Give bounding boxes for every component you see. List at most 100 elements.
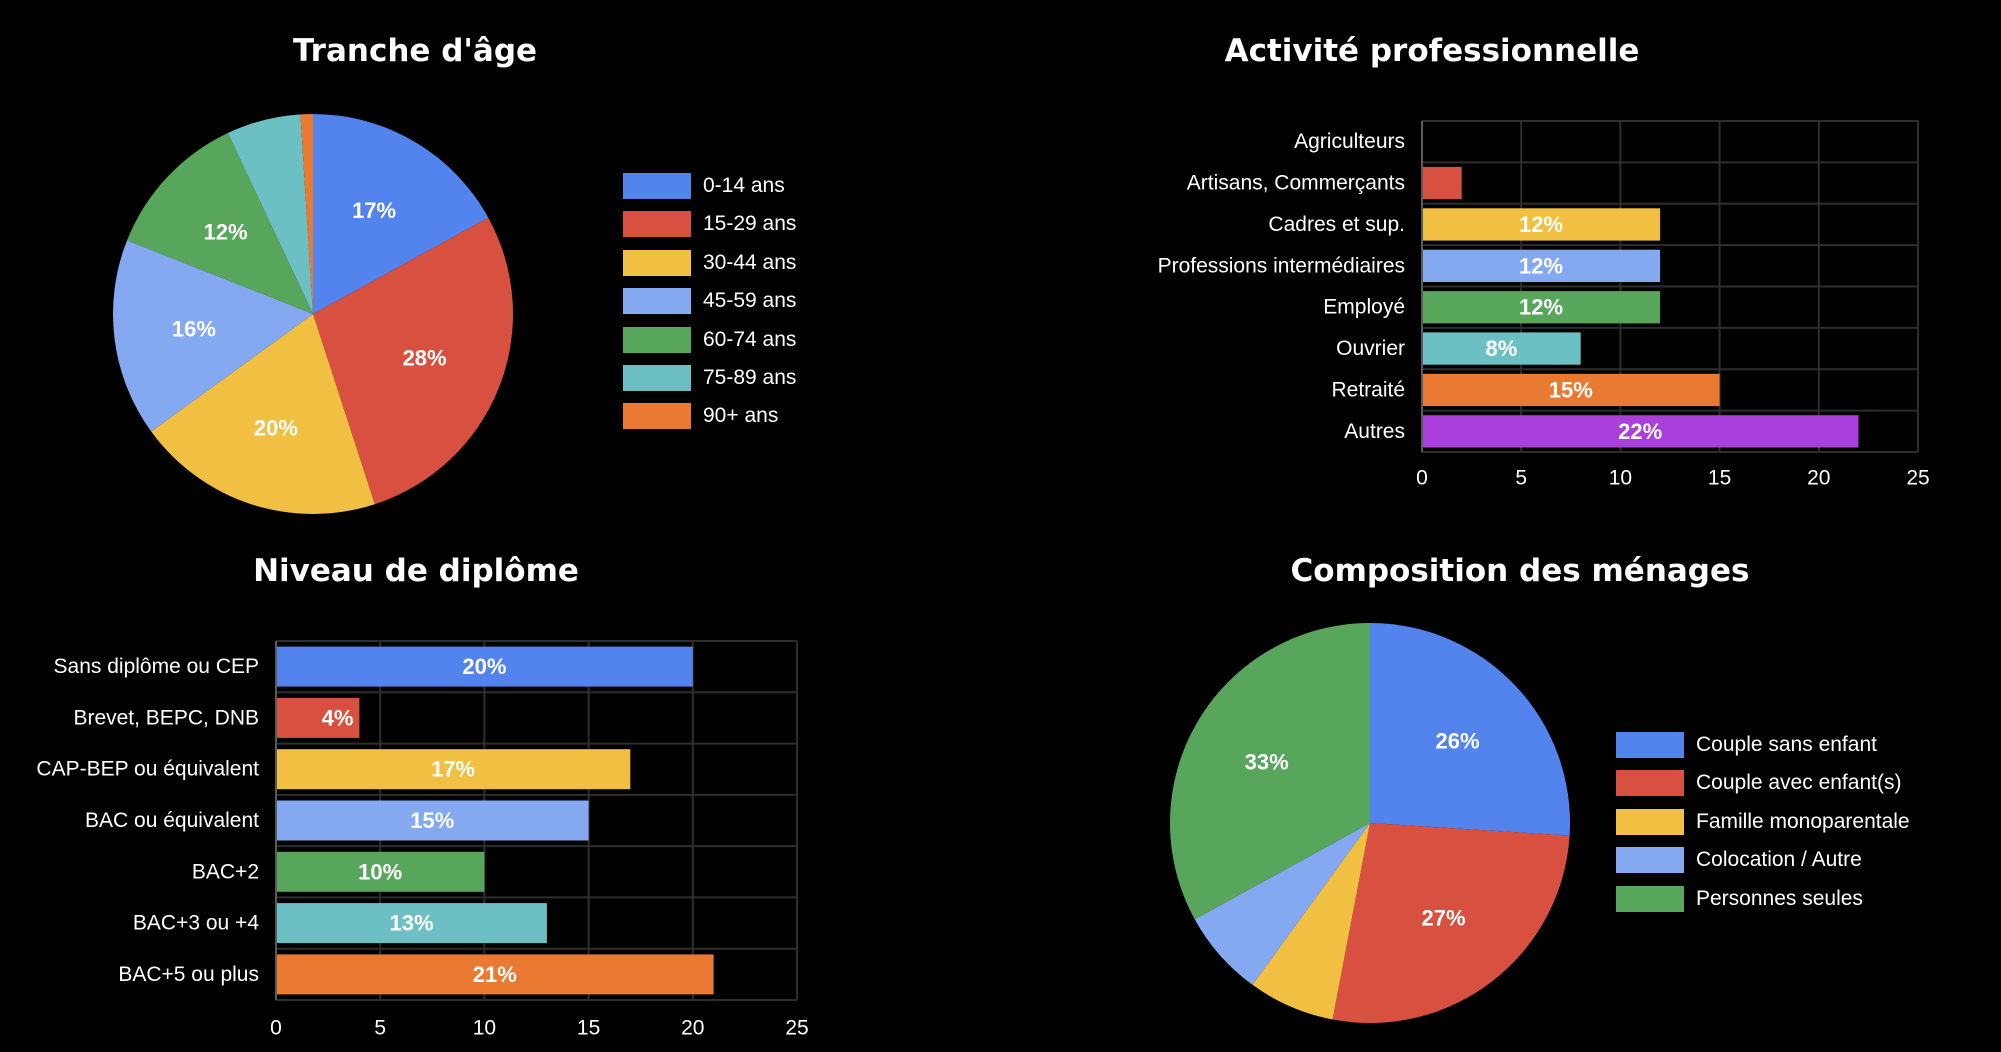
bar [277, 851, 485, 892]
legend-item: Famille monoparentale [1616, 808, 1910, 835]
data-label: 8% [1486, 336, 1518, 361]
legend-label: 15-29 ans [703, 212, 797, 236]
activity-chart-panel: Activité professionnelle Agriculteurs Art… [1000, 0, 2001, 530]
category-label: Sans diplôme ou CEP [54, 655, 259, 678]
bar [1423, 249, 1661, 282]
category-label: BAC ou équivalent [85, 809, 259, 832]
legend-label: 45-59 ans [703, 289, 797, 313]
legend-swatch [1616, 885, 1684, 912]
bar [1423, 415, 1859, 448]
category-label: Artisans, Commerçants [1187, 172, 1405, 195]
category-label: Professions intermédiaires [1158, 254, 1405, 277]
data-label: 15% [1549, 377, 1593, 402]
category-label: CAP-BEP ou équivalent [36, 758, 259, 781]
chart-title: Composition des ménages [1290, 553, 1750, 589]
bar [1423, 332, 1581, 365]
bar [277, 800, 589, 841]
diploma-chart-panel: Niveau de diplôme Sans diplôme ou CEP 20%… [0, 520, 860, 1052]
legend-swatch [623, 365, 691, 391]
category-label: Retraité [1331, 378, 1405, 401]
legend-swatch [623, 249, 691, 276]
bar [1423, 166, 1462, 200]
chart-title: Tranche d'âge [292, 33, 538, 69]
tick-label: 5 [1515, 466, 1527, 489]
category-label: Agriculteurs [1294, 130, 1405, 153]
legend-label: Couple avec enfant(s) [1696, 771, 1902, 795]
data-label: 15% [410, 808, 454, 833]
age-chart-panel: Tranche d'âge 17% 28% 20% 16% 12% 0-14 ans 15… [0, 0, 860, 530]
legend-item: 45-59 ans [623, 288, 797, 315]
legend-item: 75-89 ans [623, 365, 796, 391]
bar [277, 646, 693, 687]
slice-label: 26% [1435, 728, 1479, 753]
data-label: 17% [431, 757, 475, 782]
household-chart-panel: Composition des ménages 26% 27% 33% Couple… [1000, 520, 2001, 1052]
tick-label: 10 [473, 1016, 496, 1039]
slice-label: 12% [203, 219, 247, 244]
category-label: Cadres et sup. [1268, 213, 1405, 236]
bar [277, 954, 714, 995]
tick-label: 10 [1609, 466, 1632, 489]
tick-label: 5 [374, 1016, 386, 1039]
category-label: BAC+5 ou plus [118, 963, 259, 986]
legend-label: Personnes seules [1696, 886, 1863, 910]
category-label: BAC+3 ou +4 [133, 912, 259, 935]
legend-swatch [1616, 847, 1684, 874]
slice-label: 16% [172, 317, 216, 342]
legend-item: 30-44 ans [623, 249, 797, 276]
pie-slice [112, 240, 313, 432]
pie-slice [1194, 823, 1370, 985]
legend-item: Personnes seules [1616, 885, 1863, 912]
pie-slice [313, 217, 513, 505]
tick-label: 20 [681, 1016, 704, 1039]
bar-chart-svg: Agriculteurs Artisans, Commerçants Cadres … [1158, 120, 1930, 489]
bar [1423, 291, 1661, 324]
tick-label: 25 [785, 1016, 808, 1039]
pie-slice [151, 314, 375, 514]
legend-item: Colocation / Autre [1616, 847, 1862, 874]
legend-label: Couple sans enfant [1696, 733, 1877, 756]
slice-label: 17% [352, 198, 396, 223]
legend-item: Couple sans enfant [1616, 732, 1877, 758]
pie-slice [227, 114, 313, 314]
tick-label: 0 [1416, 466, 1428, 489]
legend-swatch [623, 326, 691, 353]
legend-swatch [1616, 732, 1684, 758]
legend-label: Famille monoparentale [1696, 809, 1910, 833]
pie-slice [1252, 823, 1370, 1020]
legend-item: 0-14 ans [623, 173, 785, 199]
legend-swatch [623, 211, 691, 238]
data-label: 12% [1519, 212, 1563, 237]
tick-label: 15 [577, 1016, 600, 1039]
pie-slice [300, 113, 313, 314]
bar [1423, 373, 1720, 407]
tick-label: 0 [270, 1016, 282, 1039]
chart-title: Niveau de diplôme [253, 553, 579, 589]
legend-swatch [1616, 808, 1684, 835]
data-label: 12% [1519, 253, 1563, 278]
tick-label: 20 [1807, 466, 1830, 489]
pie-chart-svg: 26% 27% 33% [1170, 623, 1571, 1024]
data-label: 13% [389, 911, 433, 936]
pie-chart-svg: 17% 28% 20% 16% 12% [112, 113, 513, 514]
tick-label: 15 [1708, 466, 1731, 489]
slice-label: 20% [254, 416, 298, 441]
pie-slice [1370, 623, 1571, 836]
legend-item: 15-29 ans [623, 211, 797, 238]
pie-slice [1332, 823, 1570, 1024]
bar [277, 903, 547, 944]
legend-item: Couple avec enfant(s) [1616, 770, 1902, 797]
legend-swatch [623, 173, 691, 199]
data-label: 21% [473, 962, 517, 987]
data-label: 20% [462, 654, 506, 679]
pie-slice [313, 114, 489, 314]
bar [277, 749, 631, 790]
data-label: 4% [322, 705, 354, 730]
legend-swatch [1616, 770, 1684, 797]
legend-swatch [623, 288, 691, 315]
bar-chart-svg: Sans diplôme ou CEP 20% Brevet, BEPC, DNB 4… [36, 640, 809, 1039]
legend-item: 90+ ans [623, 403, 778, 430]
chart-title: Activité professionnelle [1224, 33, 1640, 69]
legend-label: 30-44 ans [703, 250, 797, 274]
legend-label: Colocation / Autre [1696, 848, 1862, 872]
